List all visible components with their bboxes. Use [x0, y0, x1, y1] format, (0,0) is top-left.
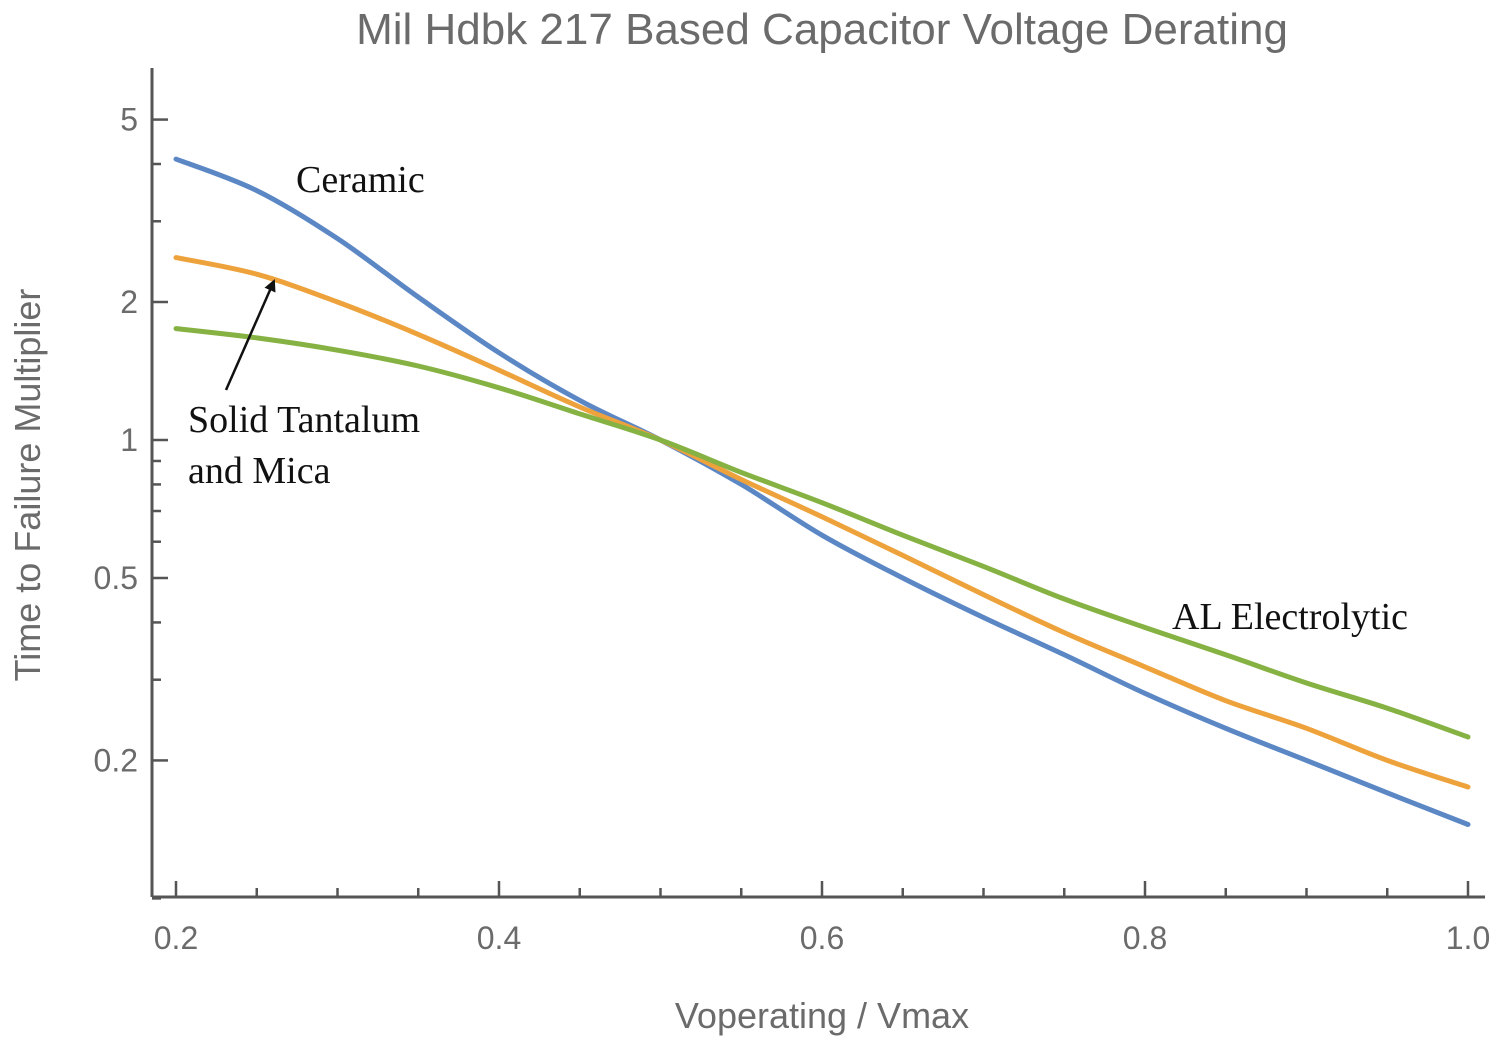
x-ticks: 0.2 0.4 0.6 0.8 1.0 — [154, 881, 1490, 956]
x-tick-label: 0.4 — [477, 920, 521, 956]
series-line-solid-tantalum-and-mica — [173, 255, 1471, 790]
y-tick-label: 2 — [120, 284, 138, 320]
annotation-solid-tantalum: Solid Tantalum — [188, 399, 420, 441]
y-ticks: 0.2 0.5 1 2 5 — [94, 102, 168, 900]
chart-title: Mil Hdbk 217 Based Capacitor Voltage Der… — [356, 5, 1288, 54]
series-line-ceramic — [173, 156, 1471, 827]
series-line-al-electrolytic — [173, 326, 1471, 740]
x-tick-label: 0.8 — [1123, 920, 1167, 956]
y-tick-label: 0.2 — [94, 742, 138, 778]
y-axis-label: Time to Failure Multiplier — [7, 289, 48, 682]
axes — [150, 68, 1485, 899]
y-tick-label: 0.5 — [94, 560, 138, 596]
x-tick-label: 0.6 — [800, 920, 844, 956]
annotation-al-electrolytic: AL Electrolytic — [1172, 596, 1408, 638]
annotation-ceramic: Ceramic — [296, 159, 425, 201]
y-tick-label: 1 — [120, 422, 138, 458]
x-tick-label: 0.2 — [154, 920, 198, 956]
x-tick-label: 1.0 — [1446, 920, 1490, 956]
y-tick-label: 5 — [120, 102, 138, 138]
annotation-and-mica: and Mica — [188, 450, 331, 492]
series-group — [173, 156, 1471, 827]
annotation-arrow — [224, 279, 276, 391]
x-axis-label: Voperating / Vmax — [675, 995, 969, 1036]
